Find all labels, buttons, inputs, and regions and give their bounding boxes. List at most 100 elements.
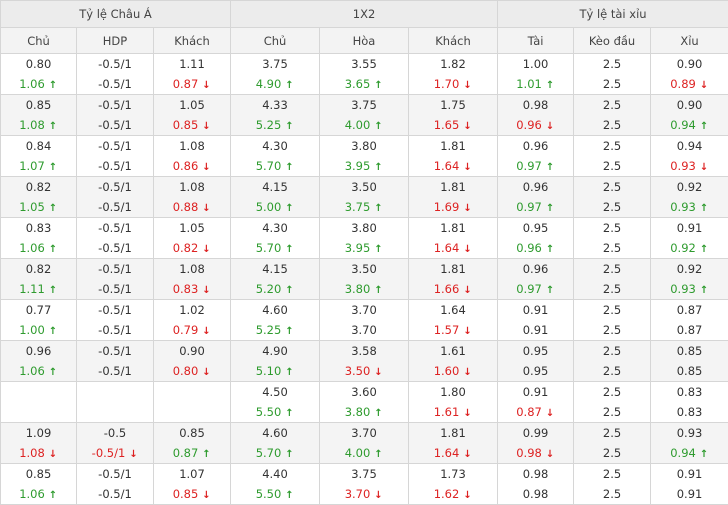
current-odds-value: 3.95 xyxy=(345,241,371,255)
current-odds-value: 0.87 xyxy=(516,405,542,419)
current-odds-value: 3.75 xyxy=(345,200,371,214)
current-odds: 2.5 xyxy=(574,238,650,258)
opening-odds: -0.5/1 xyxy=(77,464,153,484)
current-odds-value: 3.95 xyxy=(345,159,371,173)
current-odds: 0.80↓ xyxy=(154,361,230,381)
arrow-up-icon: ↑ xyxy=(546,240,555,259)
current-odds-value: 5.20 xyxy=(256,282,282,296)
arrow-up-icon: ↑ xyxy=(285,199,294,218)
current-odds-value: 5.50 xyxy=(256,487,282,501)
current-odds: 1.06↑ xyxy=(1,484,76,504)
current-odds-value: -0.5/1 xyxy=(98,77,132,91)
opening-odds: 0.96 xyxy=(498,259,573,279)
current-odds: 1.70↓ xyxy=(409,74,497,94)
opening-odds: -0.5/1 xyxy=(77,177,153,197)
current-odds-value: 0.95 xyxy=(523,364,549,378)
opening-odds: 3.70 xyxy=(320,300,408,320)
opening-odds: 1.61 xyxy=(409,341,497,361)
arrow-up-icon: ↑ xyxy=(49,199,58,218)
opening-odds: 3.75 xyxy=(320,95,408,115)
current-odds: 3.80↑ xyxy=(320,402,408,422)
opening-odds: 1.64 xyxy=(409,300,497,320)
current-odds-value: 5.00 xyxy=(256,200,282,214)
current-odds: 1.64↓ xyxy=(409,238,497,258)
current-odds: 0.86↓ xyxy=(154,156,230,176)
current-odds: -0.5/1 xyxy=(77,238,153,258)
arrow-up-icon: ↑ xyxy=(374,76,383,95)
opening-odds: 0.80 xyxy=(1,54,76,74)
current-odds-value: 0.88 xyxy=(173,200,199,214)
group-header-asian-handicap: Tỷ lệ Châu Á xyxy=(1,1,231,28)
current-odds: -0.5/1 xyxy=(77,484,153,504)
arrow-up-icon: ↑ xyxy=(285,281,294,300)
current-odds: 1.60↓ xyxy=(409,361,497,381)
current-odds-value: 0.93 xyxy=(670,200,696,214)
current-odds-value: 0.97 xyxy=(516,159,542,173)
opening-odds: 0.84 xyxy=(1,136,76,156)
current-odds-value: 5.10 xyxy=(256,364,282,378)
current-odds: 0.94↑ xyxy=(651,115,728,135)
current-odds-value: 1.62 xyxy=(434,487,460,501)
opening-odds: 4.15 xyxy=(231,177,319,197)
current-odds-value: 3.80 xyxy=(345,405,371,419)
arrow-up-icon: ↑ xyxy=(700,445,709,464)
column-header: Khách xyxy=(154,28,231,54)
current-odds: 1.06↑ xyxy=(1,238,76,258)
arrow-down-icon: ↓ xyxy=(463,117,472,136)
arrow-down-icon: ↓ xyxy=(463,322,472,341)
arrow-up-icon: ↑ xyxy=(49,322,58,341)
current-odds: 2.5 xyxy=(574,484,650,504)
current-odds: 5.50↑ xyxy=(231,484,319,504)
odds-cell xyxy=(77,382,154,423)
opening-odds: 3.60 xyxy=(320,382,408,402)
arrow-up-icon: ↑ xyxy=(285,76,294,95)
opening-odds: 4.40 xyxy=(231,464,319,484)
current-odds: 3.75↑ xyxy=(320,197,408,217)
current-odds: -0.5/1 xyxy=(77,361,153,381)
opening-odds: -0.5/1 xyxy=(77,54,153,74)
opening-odds: 3.80 xyxy=(320,136,408,156)
current-odds-value: 5.50 xyxy=(256,405,282,419)
opening-odds: 0.91 xyxy=(498,300,573,320)
opening-odds: -0.5/1 xyxy=(77,341,153,361)
current-odds: 1.07↑ xyxy=(1,156,76,176)
current-odds: 1.08↓ xyxy=(1,443,76,463)
current-odds-value: 5.70 xyxy=(256,241,282,255)
column-header: Chủ xyxy=(231,28,320,54)
odds-cell: 4.15 5.00↑ xyxy=(231,177,320,218)
arrow-up-icon: ↑ xyxy=(374,445,383,464)
current-odds: 0.82↓ xyxy=(154,238,230,258)
current-odds-value: -0.5/1 xyxy=(98,241,132,255)
current-odds: 0.98 xyxy=(498,484,573,504)
opening-odds: 0.99 xyxy=(498,423,573,443)
current-odds-value: 0.87 xyxy=(677,323,703,337)
current-odds-value: 4.00 xyxy=(345,446,371,460)
current-odds-value: 0.83 xyxy=(677,405,703,419)
current-odds: 2.5 xyxy=(574,443,650,463)
current-odds: -0.5/1 xyxy=(77,156,153,176)
opening-odds: 2.5 xyxy=(574,382,650,402)
group-header-over-under: Tỷ lệ tài xỉu xyxy=(498,1,728,28)
arrow-up-icon: ↑ xyxy=(374,404,383,423)
opening-odds: 1.73 xyxy=(409,464,497,484)
opening-odds: 0.95 xyxy=(498,341,573,361)
opening-odds: 0.85 xyxy=(154,423,230,443)
current-odds: 2.5 xyxy=(574,279,650,299)
arrow-up-icon: ↑ xyxy=(700,199,709,218)
opening-odds: 2.5 xyxy=(574,136,650,156)
current-odds: 4.00↑ xyxy=(320,115,408,135)
